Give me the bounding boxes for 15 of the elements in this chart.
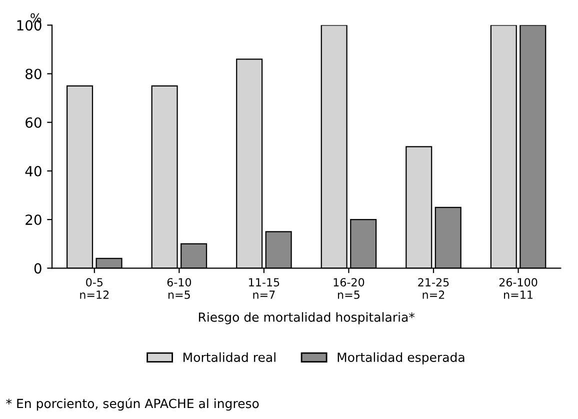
x-axis-title: Riesgo de mortalidad hospitalaria*: [198, 312, 415, 324]
y-tick-label: 40: [25, 166, 42, 176]
x-tick-label: 26-100 n=11: [499, 278, 538, 299]
y-tick-label: 0: [34, 263, 42, 274]
y-tick-label: 20: [26, 214, 42, 226]
x-tick-label: 16-20 n=5: [334, 278, 364, 299]
x-tick-label: 0-5 n=12: [80, 278, 109, 299]
y-tick-label: 80: [26, 68, 42, 80]
x-tick-label: 21-25 n=2: [418, 278, 449, 299]
y-tick-label: 60: [26, 117, 42, 128]
legend-label: Mortalidad esperada: [338, 352, 464, 364]
text: * En porciento, según APACHE al ingreso: [6, 398, 259, 411]
x-tick-label: 6-10 n=5: [167, 278, 192, 299]
x-tick-label: 11-15 n=7: [249, 278, 280, 299]
legend-label: Mortalidad real: [184, 352, 276, 362]
